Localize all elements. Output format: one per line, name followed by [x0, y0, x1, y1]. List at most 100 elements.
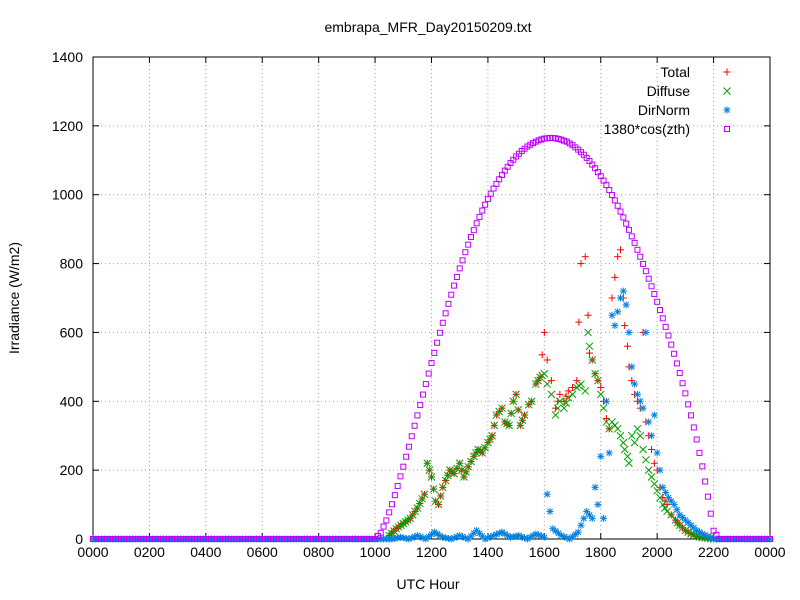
x-point	[507, 409, 516, 418]
x-point	[532, 380, 540, 388]
x-point	[547, 390, 556, 399]
x-point	[469, 452, 478, 461]
x-point	[633, 424, 642, 433]
x-point	[478, 449, 487, 457]
square-point	[707, 510, 714, 517]
x-point	[498, 404, 506, 413]
x-point	[560, 404, 568, 413]
square-point	[386, 509, 393, 516]
square-point	[462, 249, 469, 256]
x-tick-label: 1200	[416, 544, 447, 560]
square-point	[704, 493, 711, 500]
x-point	[418, 494, 426, 503]
x-point	[588, 356, 597, 364]
star-point	[574, 528, 582, 536]
x-point	[413, 504, 422, 512]
plus-point	[575, 318, 583, 326]
star-point	[656, 466, 664, 474]
legend-label: Total	[660, 64, 690, 80]
x-point	[591, 369, 599, 378]
x-point	[438, 483, 447, 492]
square-point	[665, 332, 672, 339]
x-point	[602, 418, 611, 426]
x-point	[551, 411, 560, 419]
square-point	[377, 529, 384, 536]
square-point	[467, 234, 474, 241]
star-point	[577, 521, 585, 529]
star-point	[396, 533, 404, 541]
star-point	[540, 533, 548, 541]
square-point	[634, 246, 641, 253]
plus-point	[547, 377, 555, 385]
square-point	[442, 310, 449, 317]
star-point	[616, 294, 624, 302]
x-tick-label: 0800	[303, 544, 334, 560]
legend-label: Diffuse	[647, 83, 691, 99]
x-point	[623, 452, 632, 461]
x-point	[472, 449, 480, 457]
square-point	[631, 239, 638, 246]
square-point	[445, 300, 452, 307]
x-point	[584, 328, 592, 337]
x-point	[534, 376, 542, 385]
x-point	[577, 380, 585, 388]
x-point	[443, 471, 452, 480]
plus-point	[616, 246, 624, 254]
plus-point	[621, 322, 629, 330]
x-point	[568, 390, 577, 399]
legend-marker	[723, 68, 731, 76]
grid-lines	[93, 57, 770, 539]
x-point	[642, 455, 650, 464]
x-point	[512, 390, 520, 399]
star-point	[645, 418, 653, 426]
square-point	[767, 536, 773, 542]
legend-marker	[723, 87, 731, 95]
square-point	[428, 360, 435, 367]
square-point	[617, 208, 624, 215]
star-point	[670, 501, 678, 509]
x-point	[585, 342, 594, 351]
square-point	[383, 517, 390, 524]
square-point	[476, 213, 483, 220]
x-point	[667, 511, 676, 519]
star-point	[639, 404, 647, 412]
x-point	[486, 435, 494, 444]
x-point	[411, 507, 419, 516]
plus-point	[624, 342, 632, 350]
square-point	[673, 360, 680, 367]
square-point	[420, 391, 427, 398]
star-point	[611, 322, 619, 330]
legend: Total Diffuse DirNorm 1380*cos(zth)	[604, 64, 731, 137]
square-point	[648, 283, 655, 290]
square-point	[690, 424, 697, 431]
y-axis-label: Irradiance (W/m2)	[6, 242, 22, 354]
x-point	[514, 406, 523, 414]
square-point	[422, 381, 429, 388]
star-point	[662, 489, 670, 497]
star-point	[580, 514, 588, 522]
x-point	[423, 459, 432, 468]
square-point	[391, 492, 398, 499]
axis-ticks: 0000 0200 0400 0600 0800 1000 1200 1400 1600 1800…	[52, 49, 786, 560]
square-point	[436, 329, 443, 336]
x-point	[467, 457, 475, 466]
plus-point	[577, 260, 585, 268]
square-point	[623, 220, 630, 227]
star-point	[591, 483, 599, 491]
x-point	[599, 404, 608, 413]
x-point	[488, 431, 497, 440]
x-point	[481, 443, 489, 452]
y-tick-label: 1200	[52, 118, 83, 134]
x-tick-label: 0600	[247, 544, 278, 560]
x-point	[518, 416, 527, 425]
x-axis-label: UTC Hour	[396, 576, 459, 592]
square-point	[431, 349, 438, 356]
star-point	[625, 328, 633, 336]
x-tick-label: 1400	[472, 544, 503, 560]
x-tick-label: 1600	[529, 544, 560, 560]
y-tick-label: 200	[60, 462, 84, 478]
star-point	[594, 501, 602, 509]
x-point	[516, 421, 525, 430]
x-point	[605, 424, 614, 433]
square-point	[659, 315, 666, 322]
